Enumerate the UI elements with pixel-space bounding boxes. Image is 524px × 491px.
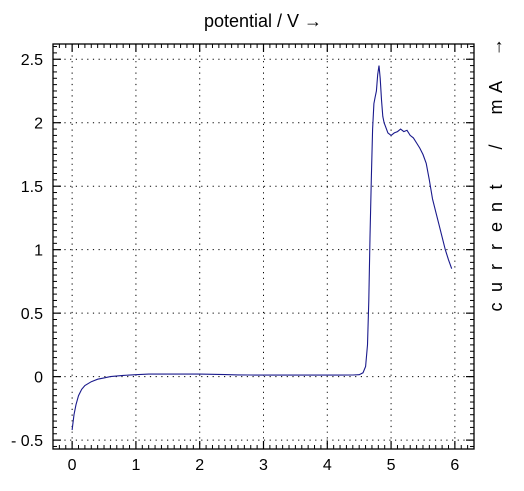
y-tick-label: 1: [34, 243, 43, 260]
y-tick-label: 1.5: [21, 179, 43, 196]
x-tick-label: 5: [387, 457, 396, 474]
minor-ticks: [52, 44, 475, 449]
x-tick-label: 4: [323, 457, 332, 474]
x-tick-label: 6: [450, 457, 459, 474]
y-axis-label-char: A: [486, 81, 506, 93]
y-axis-label-char: c: [486, 303, 506, 312]
y-tick-label: 2.5: [21, 52, 43, 69]
y-axis-label-char: e: [486, 222, 506, 232]
y-tick-label: 0.5: [21, 306, 43, 323]
x-tick-label: 0: [68, 457, 77, 474]
y-axis-label-char: t: [486, 184, 506, 189]
x-tick-label: 3: [259, 457, 268, 474]
y-axis-label-char: /: [486, 144, 506, 149]
x-tick-label: 1: [131, 457, 140, 474]
series-line: [71, 65, 453, 431]
x-tick-label: 2: [195, 457, 204, 474]
y-axis-label-char: →: [486, 38, 506, 56]
ticks: [53, 44, 474, 449]
y-tick-label: 2: [34, 116, 43, 133]
y-axis-label-char: u: [486, 282, 506, 292]
y-axis-label-char: r: [486, 244, 506, 250]
y-tick-label: 0: [34, 370, 43, 387]
y-axis-label-char: r: [486, 264, 506, 270]
chart-title: potential / V →: [204, 11, 322, 31]
grid: [53, 44, 474, 449]
y-axis-label: c u r r en t / mA →: [486, 38, 506, 312]
y-axis-label-char: m: [486, 100, 506, 115]
y-axis-label-char: n: [486, 202, 506, 212]
y-tick-label: - 0.5: [11, 433, 43, 450]
tick-labels: 0 1 2 3 4 5 6 - 0.5 0 0.5 1 1.5 2 2.5: [11, 52, 459, 474]
